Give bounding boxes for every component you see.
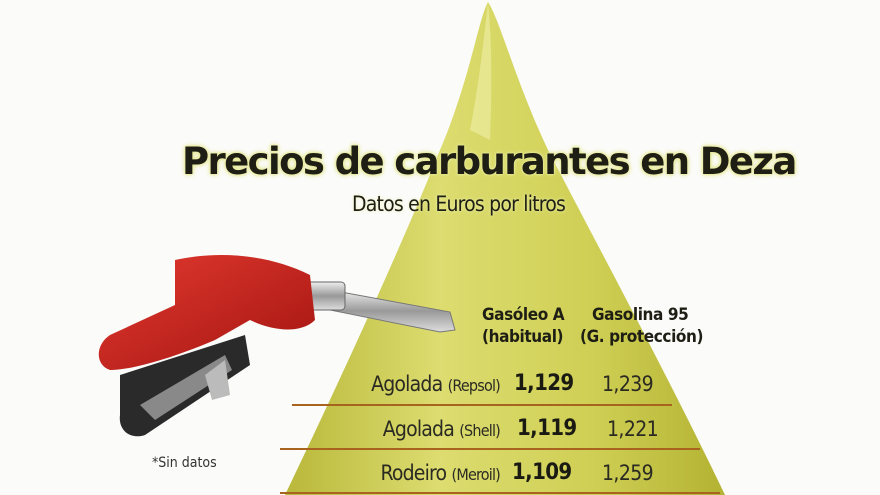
page-title: Precios de carburantes en Deza bbox=[182, 140, 797, 183]
row-label: Rodeiro (Meroil) bbox=[380, 461, 500, 485]
value-gasoleo: 1,119 bbox=[517, 416, 577, 441]
value-gasoleo: 1,109 bbox=[512, 460, 572, 485]
fuel-drop-shape bbox=[285, 2, 725, 495]
page-subtitle: Datos en Euros por litros bbox=[352, 192, 566, 216]
column-header-gasoleo: Gasóleo A (habitual) bbox=[482, 305, 565, 347]
value-gasolina: 1,259 bbox=[602, 461, 654, 485]
value-gasoleo: 1,129 bbox=[514, 371, 574, 396]
row-label: Agolada (Shell) bbox=[382, 417, 501, 441]
fuel-nozzle-icon bbox=[98, 255, 456, 437]
footnote: *Sin datos bbox=[152, 455, 217, 471]
row-label: Agolada (Repsol) bbox=[371, 372, 501, 396]
value-gasolina: 1,221 bbox=[607, 417, 659, 441]
value-gasolina: 1,239 bbox=[602, 372, 654, 396]
column-header-gasolina: Gasolina 95 (G. protección) bbox=[580, 305, 704, 347]
